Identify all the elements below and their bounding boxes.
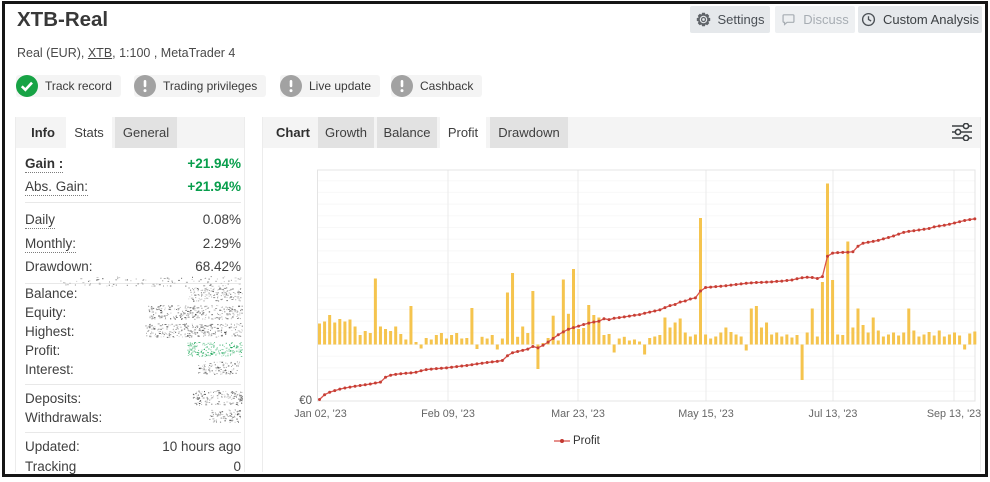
svg-text:Mar 23, '23: Mar 23, '23 (551, 408, 605, 420)
svg-text:Sep 13, '23: Sep 13, '23 (927, 408, 981, 420)
svg-text:May 15, '23: May 15, '23 (678, 408, 733, 420)
svg-text:Feb 09, '23: Feb 09, '23 (421, 408, 475, 420)
svg-text:Jan 02, '23: Jan 02, '23 (294, 408, 347, 420)
svg-text:Profit: Profit (573, 435, 601, 447)
svg-text:€0: €0 (299, 395, 312, 407)
svg-text:Jul 13, '23: Jul 13, '23 (809, 408, 858, 420)
